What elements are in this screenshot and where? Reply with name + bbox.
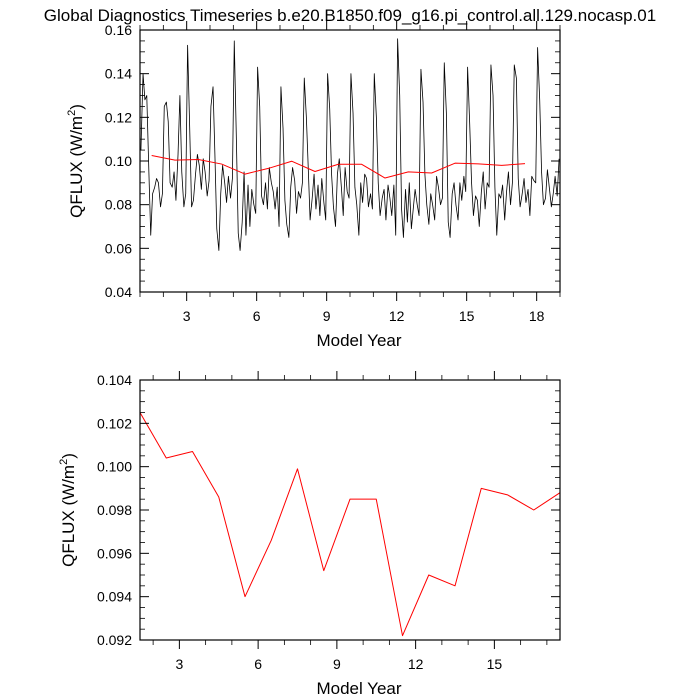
chart-title: Global Diagnostics Timeseries b.e20.B185… [44, 6, 656, 25]
x-tick-label: 12 [408, 656, 424, 672]
x-tick-label: 9 [323, 308, 331, 324]
y-tick-label: 0.12 [105, 109, 132, 125]
series-line-annual [151, 155, 526, 179]
x-tick-label: 3 [175, 656, 183, 672]
x-tick-label: 15 [487, 656, 503, 672]
x-tick-label: 12 [389, 308, 405, 324]
y-tick-label: 0.098 [97, 502, 132, 518]
series-line-monthly [140, 38, 560, 251]
chart-panel-annual-mean: 0.092 0.094 0.096 0.098 0.100 0.102 0.104 3 6 9 12… [58, 371, 561, 698]
y-tick-label: 0.104 [97, 372, 132, 388]
y-axis-label-close: ) [59, 453, 78, 459]
y-tick-label: 0.100 [97, 459, 132, 475]
y-axis-label: QFLUX (W/m2) [66, 104, 86, 218]
x-tick-label: 18 [529, 308, 545, 324]
y-axis-label: QFLUX (W/m2) [58, 453, 78, 567]
y-axis-label-superscript: 2 [66, 110, 78, 116]
y-axis-label-superscript: 2 [58, 459, 70, 465]
y-tick-label: 0.092 [97, 632, 132, 648]
chart-panel-timeseries: 0.04 0.06 0.08 0.10 0.12 0.14 0.16 3 6 9 12 15 18 Mod… [66, 21, 561, 350]
y-tick-label: 0.04 [105, 284, 132, 300]
y-tick-label: 0.14 [105, 66, 132, 82]
x-axis-label: Model Year [316, 331, 401, 350]
x-tick-label: 3 [183, 308, 191, 324]
y-tick-label: 0.06 [105, 240, 132, 256]
y-tick-label: 0.10 [105, 153, 132, 169]
x-tick-label: 15 [459, 308, 475, 324]
y-axis-label-text: QFLUX (W/m [59, 465, 78, 567]
y-axis-label-close: ) [67, 104, 86, 110]
x-tick-label: 6 [253, 308, 261, 324]
y-tick-label: 0.08 [105, 197, 132, 213]
y-tick-label: 0.096 [97, 545, 132, 561]
x-tick-label: 6 [254, 656, 262, 672]
plot-frame [139, 379, 561, 641]
y-tick-label: 0.16 [105, 22, 132, 38]
y-tick-label: 0.094 [97, 589, 132, 605]
x-tick-label: 9 [333, 656, 341, 672]
x-axis-label: Model Year [316, 679, 401, 698]
series-line-annual [139, 412, 561, 637]
y-tick-label: 0.102 [97, 415, 132, 431]
y-axis-label-text: QFLUX (W/m [67, 116, 86, 218]
